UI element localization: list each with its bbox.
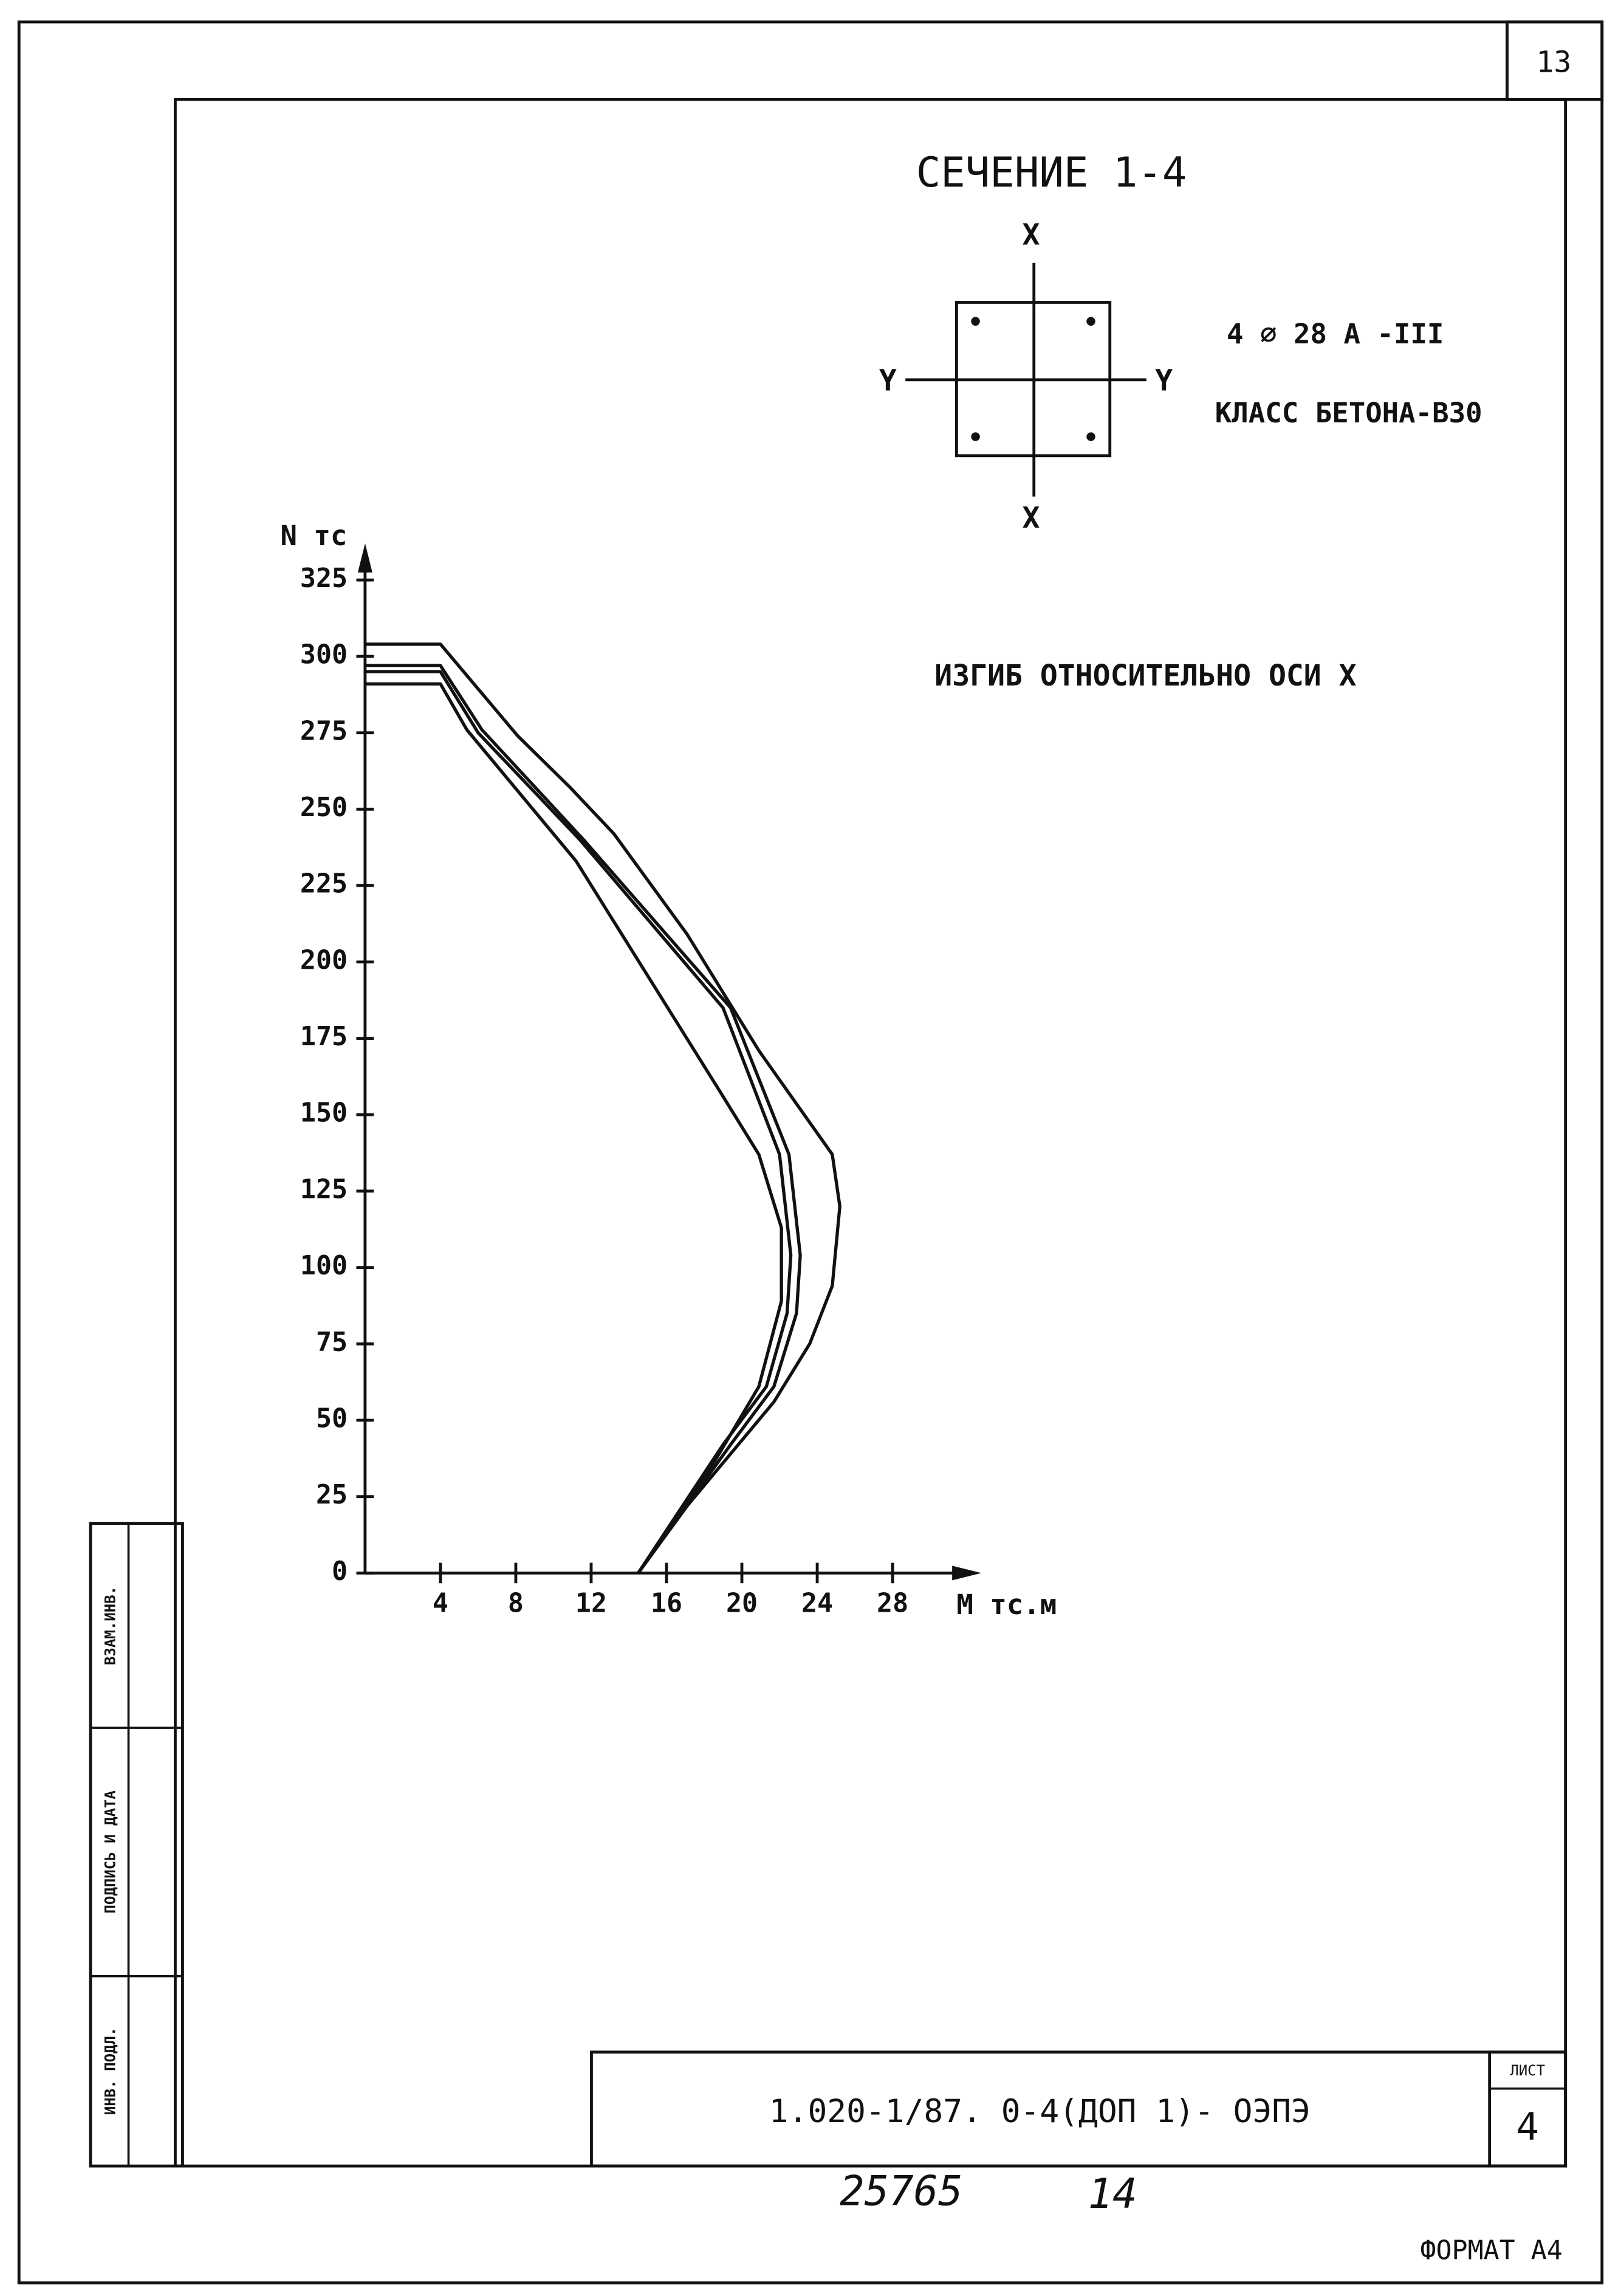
x-tick-label: 12 xyxy=(575,1589,607,1619)
y-tick-label: 300 xyxy=(300,640,348,670)
axis-y-right: Y xyxy=(1155,364,1173,398)
data-line xyxy=(365,682,783,1574)
axis-x-bottom: X xyxy=(1022,501,1040,535)
y-tick-label: 175 xyxy=(300,1022,348,1052)
format-label: ФОРМАТ А4 xyxy=(1420,2235,1562,2266)
y-tick-label: 0 xyxy=(332,1556,348,1587)
sheet-number-box xyxy=(1506,20,1604,101)
stamp-label: ИНВ. ПОДЛ. xyxy=(102,2027,119,2116)
x-tick-label: 24 xyxy=(801,1589,833,1619)
y-tick-label: 150 xyxy=(300,1098,348,1129)
bending-note: ИЗГИБ ОТНОСИТЕЛЬНО ОСИ X xyxy=(934,659,1356,693)
chart: N тс M тс.м 0 25 50 75 100 125 150 175 200 225 250… xyxy=(280,520,1057,1621)
sheet-label: ЛИСТ xyxy=(1510,2062,1545,2079)
data-line xyxy=(365,642,841,1574)
y-tick-label: 225 xyxy=(300,869,348,899)
stamp-label: ПОДПИСЬ И ДАТА xyxy=(102,1790,119,1914)
rebar xyxy=(971,317,980,326)
page-number: 14 xyxy=(1088,2170,1137,2218)
y-tick-label: 250 xyxy=(300,792,348,823)
sheet-value: 4 xyxy=(1516,2105,1539,2149)
x-tick-label: 28 xyxy=(877,1589,908,1619)
stamp-label: ВЗАМ.ИНВ. xyxy=(102,1586,119,1665)
y-tick-label: 75 xyxy=(316,1327,348,1358)
y-tick-label: 275 xyxy=(300,716,348,746)
rebar xyxy=(1086,317,1095,326)
x-tick-label: 16 xyxy=(651,1589,682,1619)
data-line xyxy=(365,664,802,1574)
y-tick-label: 100 xyxy=(300,1251,348,1281)
y-tick-label: 200 xyxy=(300,945,348,975)
section-title: СЕЧЕНИЕ 1-4 xyxy=(916,149,1187,196)
y-arrow xyxy=(357,543,372,573)
x-tick-label: 8 xyxy=(508,1589,524,1619)
concrete-class: КЛАСС БЕТОНА-В30 xyxy=(1215,397,1482,429)
sheet-number: 13 xyxy=(1537,46,1572,80)
sheet-box xyxy=(1488,2050,1568,2168)
x-axis-label: M тс.м xyxy=(956,1589,1057,1621)
outer-border xyxy=(17,20,1604,2284)
document-code: 1.020-1/87. 0-4(ДОП 1)- ОЭПЭ xyxy=(769,2093,1311,2130)
x-arrow xyxy=(952,1566,982,1581)
x-tick-label: 20 xyxy=(726,1589,758,1619)
stamp-strip xyxy=(89,1522,184,2168)
y-tick-label: 50 xyxy=(316,1403,348,1434)
inventory-number: 25765 xyxy=(840,2167,963,2215)
y-tick-label: 25 xyxy=(316,1480,348,1510)
y-tick-label: 125 xyxy=(300,1174,348,1205)
data-line xyxy=(365,670,793,1574)
y-tick-label: 325 xyxy=(300,563,348,594)
x-tick-label: 4 xyxy=(433,1589,448,1619)
y-axis-label: N тс xyxy=(280,520,347,552)
rebar xyxy=(1086,432,1095,441)
axis-x-top: X xyxy=(1022,218,1040,252)
axis-y-left: Y xyxy=(879,364,897,398)
reinforcement: 4 ⌀ 28 А -III xyxy=(1227,318,1444,350)
rebar xyxy=(971,432,980,441)
